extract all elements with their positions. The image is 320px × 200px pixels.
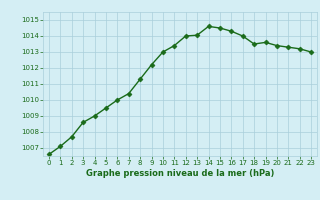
X-axis label: Graphe pression niveau de la mer (hPa): Graphe pression niveau de la mer (hPa) — [86, 169, 274, 178]
